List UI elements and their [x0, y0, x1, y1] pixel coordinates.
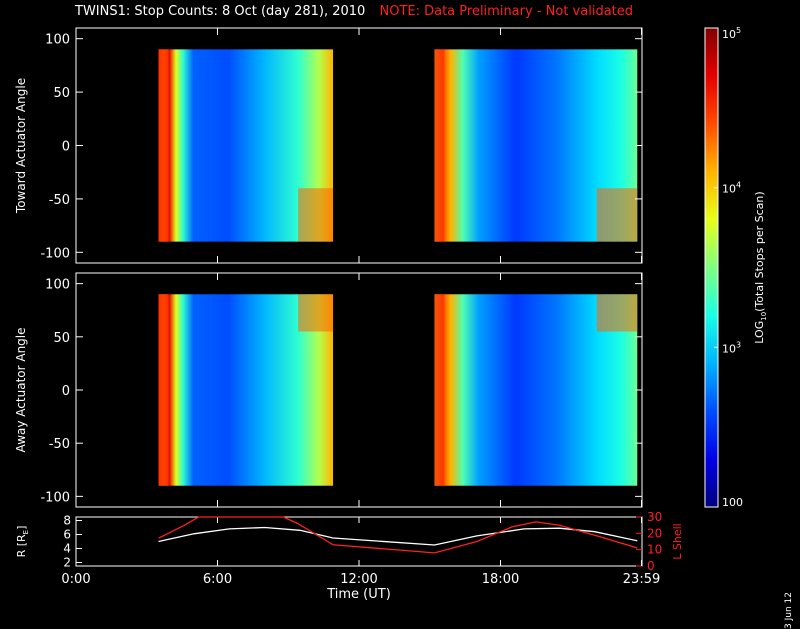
series-line-right — [158, 516, 638, 554]
colorbar-tick-label: 100 — [722, 496, 743, 509]
y-tick-label: 50 — [53, 331, 70, 346]
data-block-hotspot — [596, 188, 638, 242]
right-axis-label: L Shell — [671, 523, 684, 559]
colorbar-tick-base: 10 — [722, 28, 736, 41]
colorbar-bar — [704, 27, 719, 508]
colorbar-tick-label: 104 — [722, 181, 741, 196]
left-y-tick-label: 2 — [63, 556, 71, 570]
figure: TWINS1: Stop Counts: 8 Oct (day 281), 20… — [14, 4, 794, 629]
figure-title: TWINS1: Stop Counts: 8 Oct (day 281), 20… — [75, 4, 633, 19]
colorbar-tick-base: 10 — [722, 342, 736, 355]
y-tick-label: -100 — [40, 490, 70, 505]
data-block-hotspot — [298, 294, 334, 332]
colorbar-tick-exp: 3 — [736, 340, 741, 349]
left-y-tick-label: 4 — [63, 542, 71, 556]
data-block-hotspot — [596, 294, 638, 332]
y-tick-label: 100 — [45, 33, 70, 48]
colorbar-tick-exp: 5 — [736, 26, 741, 35]
y-tick-label: 50 — [53, 86, 70, 101]
right-y-tick-label: 0 — [647, 559, 655, 573]
preliminary-note: NOTE: Data Preliminary - Not validated — [379, 4, 634, 19]
y-tick-label: 0 — [62, 384, 70, 399]
colorbar-tick-exp: 4 — [736, 181, 741, 190]
data-block-edge — [158, 294, 169, 486]
y-tick-label: -50 — [49, 193, 70, 208]
data-block-hotspot — [298, 188, 334, 242]
y-tick-label: -50 — [49, 437, 70, 452]
colorbar-label-text: LOG — [753, 321, 766, 344]
panel-away: 100 50 0 -50 -100 Away Actuator Angle — [14, 272, 643, 508]
x-tick-label: 12:00 — [340, 572, 377, 587]
right-y-tick-label: 10 — [647, 543, 662, 557]
y-tick-label: 100 — [45, 278, 70, 293]
left-y-tick-label: 6 — [63, 528, 71, 542]
left-axis-label-text: R [R — [15, 534, 28, 557]
colorbar-label-sub: 10 — [760, 312, 768, 321]
data-block-edge — [158, 49, 169, 242]
y-axis-label: Away Actuator Angle — [14, 327, 28, 452]
y-tick-label: -100 — [40, 246, 70, 261]
y-tick-label: 0 — [62, 140, 70, 155]
left-y-tick-label: 8 — [63, 514, 71, 528]
colorbar-tick-label: 105 — [722, 26, 741, 41]
panel-toward: 100 50 0 -50 -100 Toward Actuator Angle — [14, 27, 643, 264]
data-block-edge — [434, 49, 445, 242]
colorbar-tick-base: 100 — [722, 496, 743, 509]
x-tick-label: 6:00 — [203, 572, 232, 587]
x-tick-label: 23:59 — [623, 572, 660, 587]
data-block-edge — [434, 294, 445, 486]
colorbar-label-rest: (Total Stops per Scan) — [753, 191, 766, 312]
right-y-tick-label: 20 — [647, 526, 662, 540]
right-y-tick-label: 30 — [647, 510, 662, 524]
x-tick-label: 0:00 — [61, 572, 90, 587]
date-stamp: 3 Jun 12 — [784, 592, 794, 629]
y-axis-label: Toward Actuator Angle — [14, 78, 28, 214]
title-text: TWINS1: Stop Counts: 8 Oct (day 281), 20… — [75, 4, 366, 19]
left-axis-label-sub: E — [22, 530, 30, 534]
colorbar-tick-label: 103 — [722, 340, 741, 355]
x-tick-label: 18:00 — [482, 572, 519, 587]
x-axis-label: Time (UT) — [326, 587, 391, 600]
left-axis-label: R [RE] — [15, 526, 30, 558]
colorbar-tick-base: 10 — [722, 183, 736, 196]
series-line-left — [158, 526, 638, 546]
colorbar-label: LOG10(Total Stops per Scan) — [753, 191, 768, 343]
left-axis-label-end: ] — [15, 526, 28, 530]
